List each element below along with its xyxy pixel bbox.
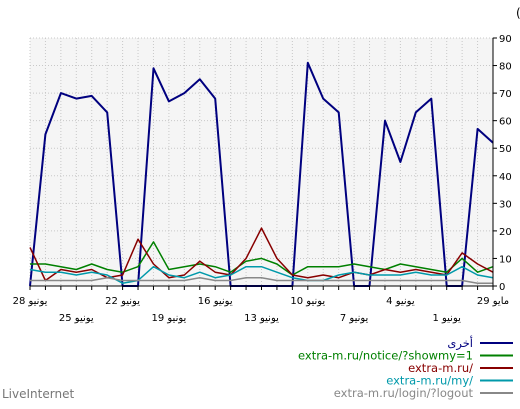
x-tick-label: 22 يونيو [105,296,140,307]
y-tick-label: 50 [499,144,512,155]
x-tick-label: 4 يونيو [386,296,415,307]
series-line-4 [30,276,493,284]
legend-label-2: extra-m.ru/ [408,361,473,375]
y-axis-label: الحصه(%) [516,6,520,20]
y-tick-label: 40 [499,172,512,183]
y-tick-label: 90 [499,34,512,45]
x-tick-label: 10 يونيو [290,296,325,307]
x-tick-label: 19 يونيو [151,313,186,324]
y-tick-label: 10 [499,254,512,265]
liveinternet-brand: LiveInternet [2,387,75,401]
x-tick-label: 16 يونيو [198,296,233,307]
y-tick-label: 70 [499,89,512,100]
x-tick-label: 1 يونيو [432,313,461,324]
legend-label-3: extra-m.ru/my/ [386,374,473,388]
y-tick-label: 60 [499,117,512,128]
x-tick-label: 29 مايو [477,296,509,307]
x-tick-label: 7 يونيو [340,313,369,324]
series-line-1 [30,241,494,276]
x-tick-label: 25 يونيو [59,313,94,324]
legend-label-1: extra-m.ru/notice/?showmy=1 [298,349,473,363]
series-line-3 [29,265,494,284]
x-tick-label: 13 يونيو [244,313,279,324]
y-tick-label: 30 [499,199,512,210]
y-tick-label: 0 [499,282,505,293]
legend-label-0: أخرى [447,335,473,351]
y-tick-label: 80 [499,62,512,73]
y-tick-label: 20 [499,227,512,238]
x-tick-label: 28 يونيو [13,296,48,307]
legend-label-4: extra-m.ru/login/?logout [334,386,474,400]
